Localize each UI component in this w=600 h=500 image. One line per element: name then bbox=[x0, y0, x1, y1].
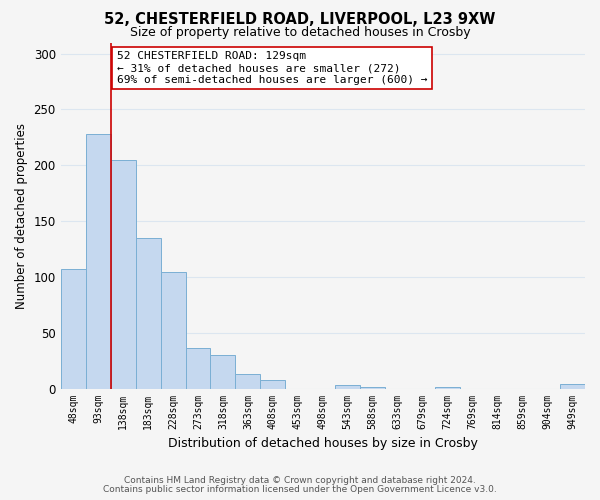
Y-axis label: Number of detached properties: Number of detached properties bbox=[15, 122, 28, 308]
Bar bbox=[260, 380, 286, 388]
Bar bbox=[161, 272, 185, 388]
Bar bbox=[211, 355, 235, 388]
Text: 52 CHESTERFIELD ROAD: 129sqm
← 31% of detached houses are smaller (272)
69% of s: 52 CHESTERFIELD ROAD: 129sqm ← 31% of de… bbox=[117, 52, 427, 84]
Text: Contains public sector information licensed under the Open Government Licence v3: Contains public sector information licen… bbox=[103, 485, 497, 494]
Bar bbox=[86, 134, 110, 388]
Bar bbox=[185, 348, 211, 389]
Text: 52, CHESTERFIELD ROAD, LIVERPOOL, L23 9XW: 52, CHESTERFIELD ROAD, LIVERPOOL, L23 9X… bbox=[104, 12, 496, 28]
Bar bbox=[560, 384, 585, 388]
Text: Size of property relative to detached houses in Crosby: Size of property relative to detached ho… bbox=[130, 26, 470, 39]
X-axis label: Distribution of detached houses by size in Crosby: Distribution of detached houses by size … bbox=[168, 437, 478, 450]
Bar bbox=[61, 269, 86, 388]
Bar bbox=[235, 374, 260, 388]
Bar bbox=[335, 385, 360, 388]
Text: Contains HM Land Registry data © Crown copyright and database right 2024.: Contains HM Land Registry data © Crown c… bbox=[124, 476, 476, 485]
Bar bbox=[136, 238, 161, 388]
Bar bbox=[110, 160, 136, 388]
